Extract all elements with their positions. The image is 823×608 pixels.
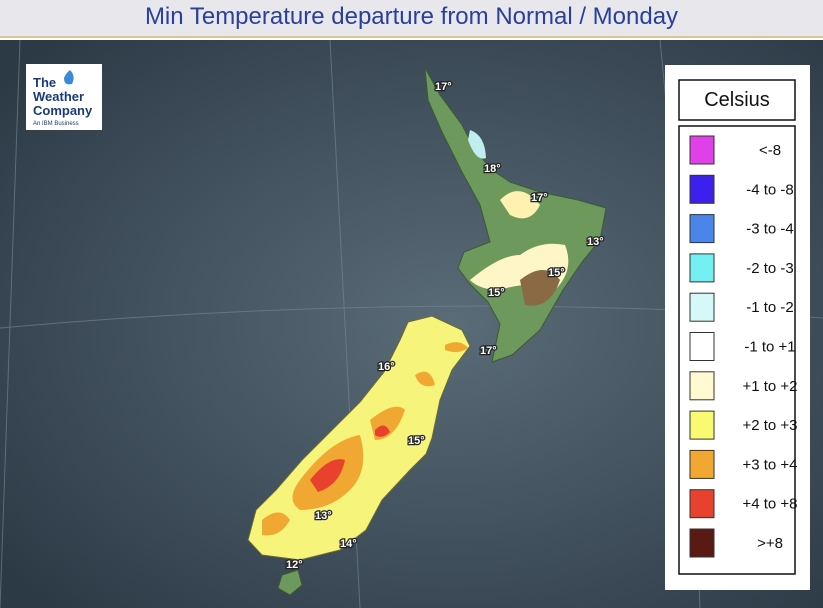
legend-label: +1 to +2	[742, 378, 797, 395]
logo-box	[26, 64, 102, 130]
terrain	[520, 270, 560, 306]
logo: The Weather Company An IBM Business	[26, 64, 102, 130]
warm-area	[415, 371, 435, 387]
logo-text: Weather	[33, 89, 84, 104]
temperature: 17°	[435, 81, 452, 93]
legend-label: -2 to -3	[746, 260, 794, 277]
legend-swatch	[689, 253, 715, 283]
temperature: 17°	[531, 192, 548, 204]
legend-label: -1 to -2	[746, 299, 794, 316]
legend-swatch	[689, 135, 715, 165]
legend-title-box	[678, 79, 796, 121]
temperature: 16°	[378, 361, 395, 373]
stewart-island	[277, 569, 303, 596]
legend-label: -4 to -8	[746, 181, 794, 198]
legend-label: -3 to -4	[746, 221, 794, 238]
legend-swatch	[689, 332, 715, 361]
legend-swatch	[689, 449, 715, 479]
warm-area	[445, 342, 468, 353]
legend-swatch	[689, 371, 715, 401]
legend-swatch	[689, 528, 715, 558]
legend-swatch	[689, 489, 715, 519]
hot-area	[310, 459, 345, 492]
temperature-labels: 17° 18° 17° 13° 15° 15° 17° 16° 15° 13° …	[285, 80, 605, 573]
temperature: 14°	[340, 538, 357, 550]
temperature: 15°	[408, 435, 425, 447]
temperature: 18°	[484, 163, 501, 175]
temperature: 13°	[315, 510, 332, 522]
temperature: 15°	[488, 287, 505, 299]
legend-label: <-8	[759, 142, 781, 159]
legend-swatch	[689, 292, 715, 322]
legend-swatch	[689, 214, 715, 244]
temperature: 13°	[587, 236, 604, 248]
legend-label: +3 to +4	[742, 456, 797, 473]
legend-label: +2 to +3	[742, 417, 797, 434]
hot-area	[375, 425, 390, 437]
temperature: 12°	[286, 559, 303, 571]
legend-swatch	[689, 174, 715, 204]
cool-area	[468, 130, 486, 159]
temperature: 15°	[548, 267, 565, 279]
legend-label: >+8	[757, 535, 783, 552]
map: 17° 18° 17° 13° 15° 15° 17° 16° 15° 13° …	[0, 40, 823, 608]
warm-area	[262, 512, 290, 536]
logo-text: The	[33, 75, 56, 90]
logo-drop	[64, 70, 74, 85]
legend-label: +4 to +8	[742, 496, 797, 513]
logo-tagline: An IBM Business	[33, 121, 79, 127]
logo-text: Company	[33, 103, 93, 118]
temperature: 17°	[480, 345, 497, 357]
legend-label: -1 to +1	[744, 339, 795, 356]
map-title: Min Temperature departure from Normal / …	[0, 0, 823, 38]
legend-title: Celsius	[704, 89, 770, 111]
legend-swatch	[689, 410, 715, 440]
warm-area	[500, 191, 540, 219]
legend: Celsius <-8 -4 to -8 -3 to -4 -2 to -3 -1 to…	[665, 65, 810, 590]
